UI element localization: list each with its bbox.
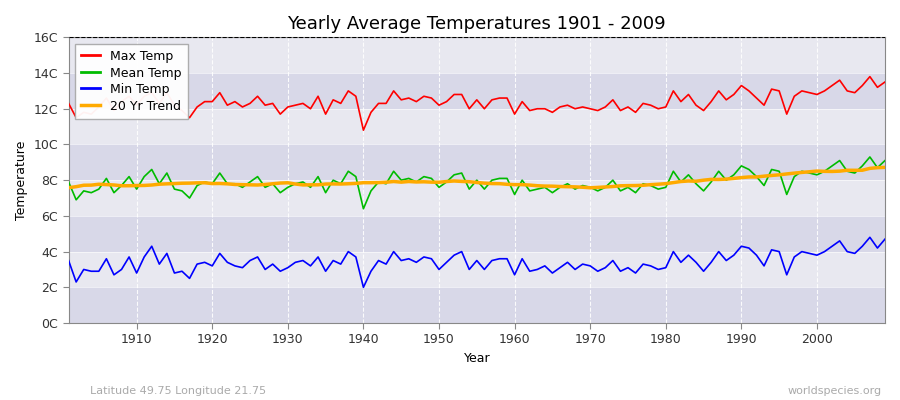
- Bar: [68, 144, 885, 180]
- X-axis label: Year: Year: [464, 352, 490, 365]
- Text: Latitude 49.75 Longitude 21.75: Latitude 49.75 Longitude 21.75: [90, 386, 266, 396]
- Y-axis label: Temperature: Temperature: [15, 140, 28, 220]
- Bar: [68, 37, 885, 73]
- Text: worldspecies.org: worldspecies.org: [788, 386, 882, 396]
- Bar: [68, 216, 885, 252]
- Bar: [68, 252, 885, 287]
- Bar: [68, 287, 885, 323]
- Bar: [68, 73, 885, 109]
- Title: Yearly Average Temperatures 1901 - 2009: Yearly Average Temperatures 1901 - 2009: [287, 15, 666, 33]
- Legend: Max Temp, Mean Temp, Min Temp, 20 Yr Trend: Max Temp, Mean Temp, Min Temp, 20 Yr Tre…: [75, 44, 187, 119]
- Bar: [68, 109, 885, 144]
- Bar: [68, 180, 885, 216]
